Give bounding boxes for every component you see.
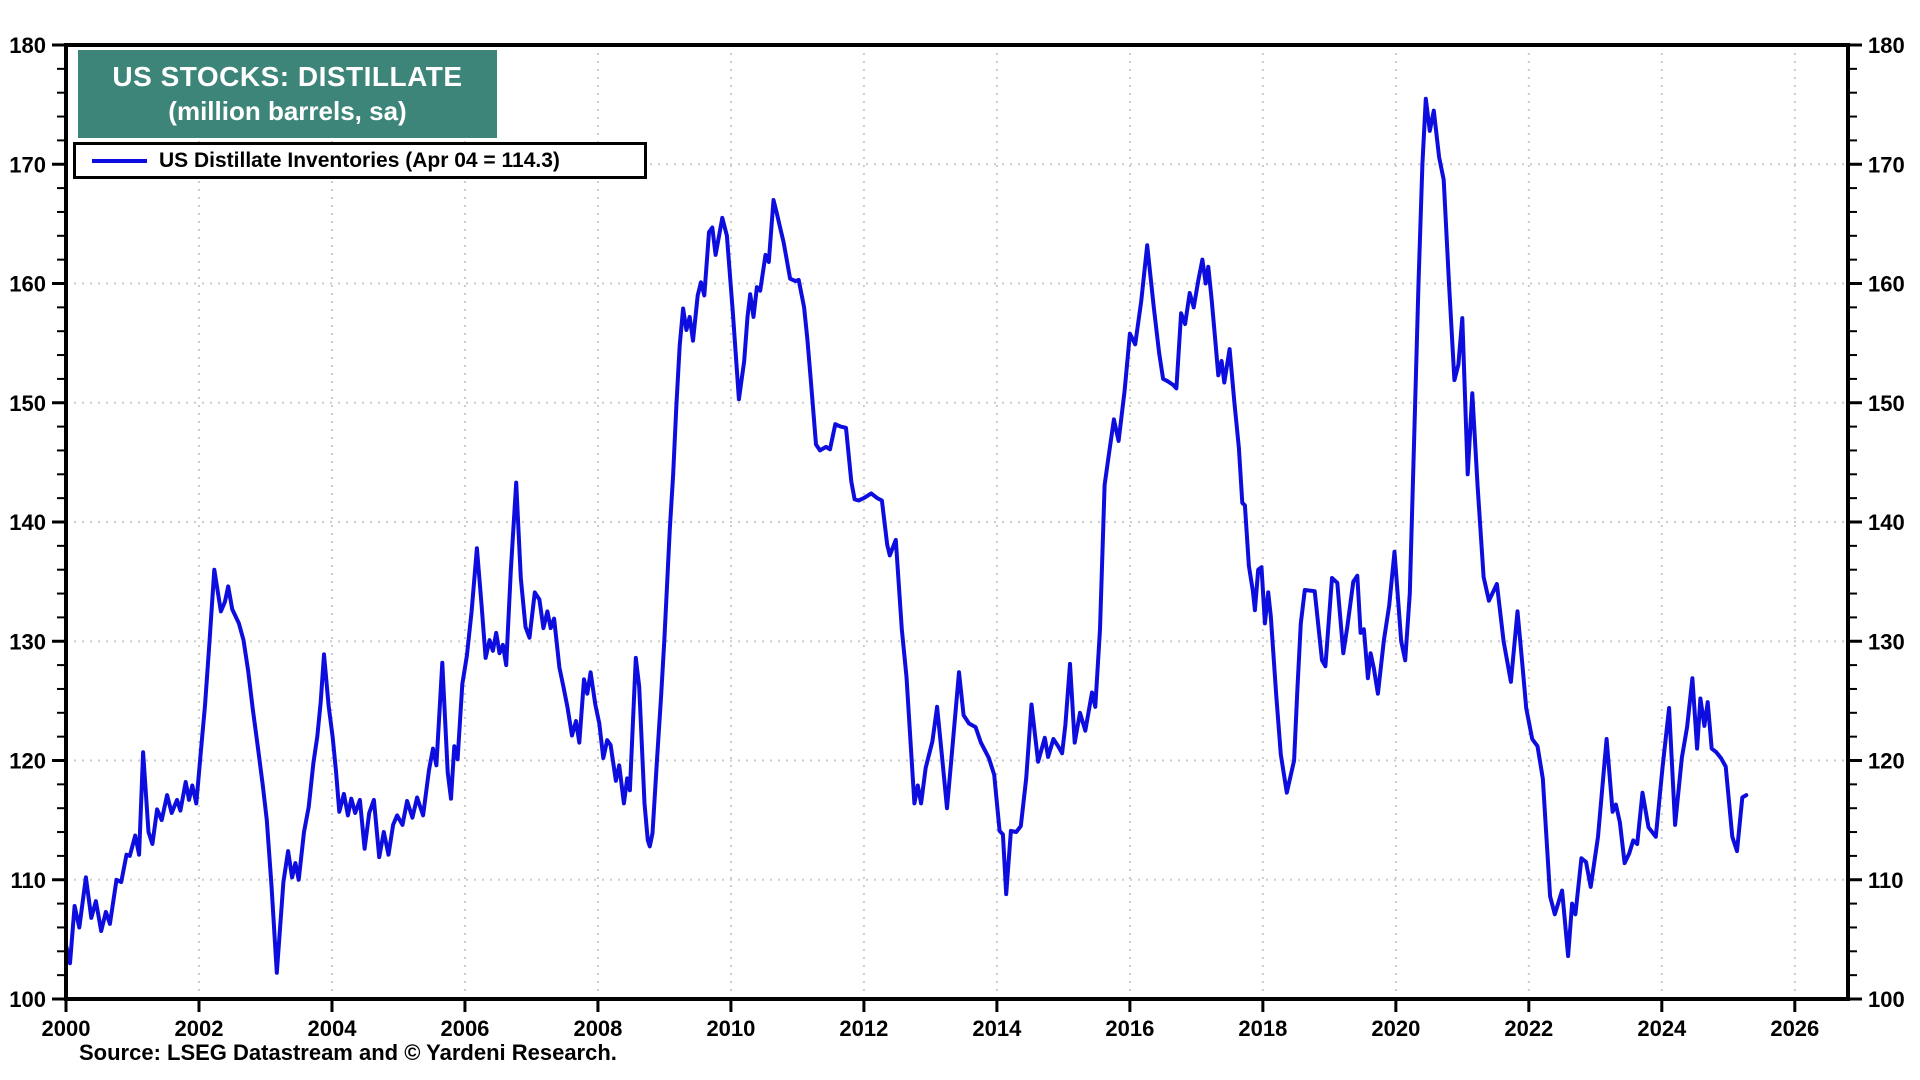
y-axis-label-left: 150: [9, 391, 46, 416]
y-axis-label-right: 120: [1868, 749, 1905, 774]
y-axis-label-right: 170: [1868, 152, 1905, 177]
source-attribution: Source: LSEG Datastream and © Yardeni Re…: [79, 1040, 617, 1065]
y-axis-label-left: 120: [9, 749, 46, 774]
y-axis-label-right: 150: [1868, 391, 1905, 416]
chart-subtitle: (million barrels, sa): [168, 96, 407, 127]
x-axis-label: 2020: [1371, 1016, 1420, 1041]
x-axis-label: 2004: [307, 1016, 357, 1041]
y-axis-label-right: 110: [1868, 868, 1904, 893]
x-axis-label: 2012: [839, 1016, 888, 1041]
y-axis-label-left: 170: [9, 152, 46, 177]
x-axis-label: 2022: [1504, 1016, 1553, 1041]
inventory-series-line: [64, 96, 1749, 975]
y-axis-label-right: 180: [1868, 33, 1905, 58]
x-axis-label: 2024: [1637, 1016, 1687, 1041]
y-axis-label-left: 180: [9, 33, 46, 58]
chart-title: US STOCKS: DISTILLATE: [112, 60, 463, 92]
y-axis-label-left: 100: [9, 987, 46, 1012]
legend-series-label: US Distillate Inventories (Apr 04 = 114.…: [159, 148, 560, 172]
y-axis-label-left: 110: [11, 868, 47, 893]
x-axis-label: 2016: [1105, 1016, 1154, 1041]
y-axis-label-right: 130: [1868, 629, 1905, 654]
x-axis-label: 2006: [440, 1016, 489, 1041]
x-axis-label: 2002: [175, 1016, 224, 1041]
x-axis-label: 2018: [1238, 1016, 1287, 1041]
plot-frame: [64, 43, 1850, 1001]
y-axis-label-right: 100: [1868, 987, 1905, 1012]
chart-title-box: US STOCKS: DISTILLATE (million barrels, …: [78, 50, 497, 138]
x-axis-label: 2008: [573, 1016, 622, 1041]
y-axis-label-right: 140: [1868, 510, 1905, 535]
y-axis-label-left: 130: [9, 629, 46, 654]
x-axis-label: 2000: [42, 1016, 91, 1041]
legend-line-swatch: [92, 158, 147, 163]
y-axis-label-right: 160: [1868, 272, 1905, 297]
x-axis-label: 2026: [1770, 1016, 1819, 1041]
y-axis-label-left: 160: [9, 272, 46, 297]
x-axis-label: 2010: [706, 1016, 755, 1041]
x-axis-label: 2014: [972, 1016, 1022, 1041]
y-axis-label-left: 140: [9, 510, 46, 535]
legend: US Distillate Inventories (Apr 04 = 114.…: [73, 142, 647, 179]
